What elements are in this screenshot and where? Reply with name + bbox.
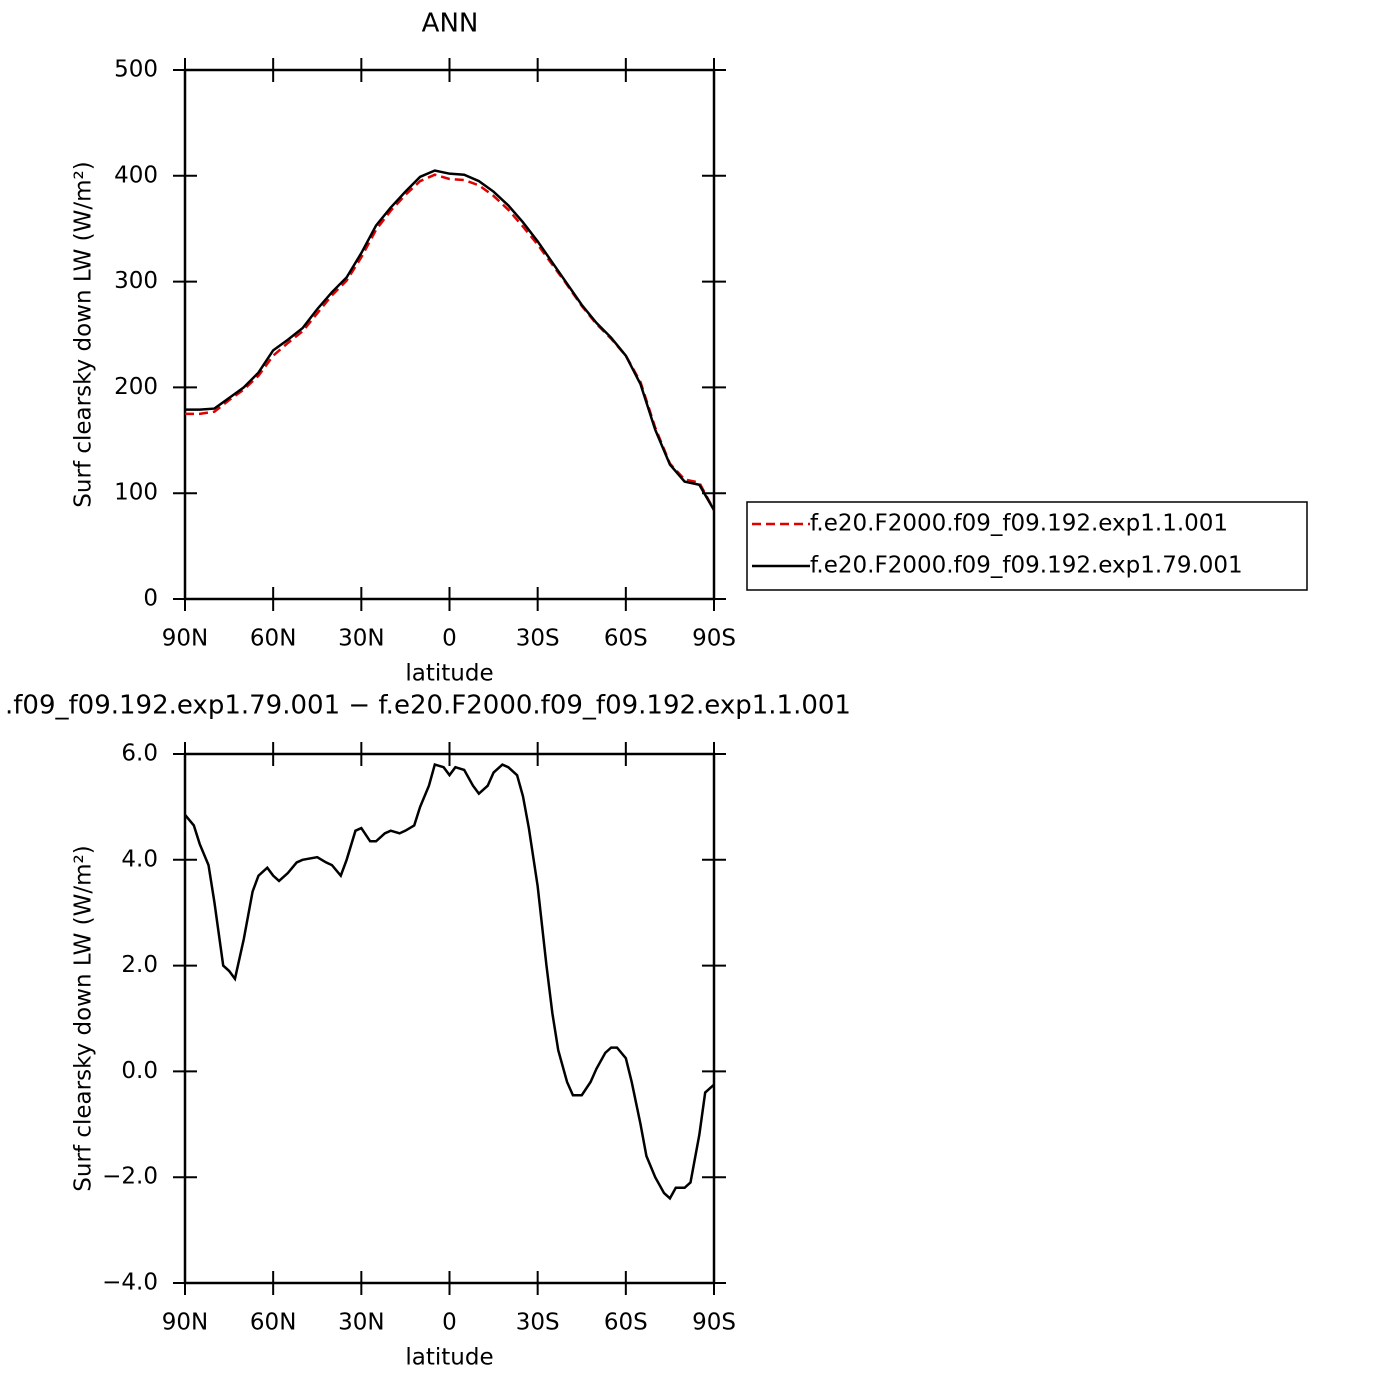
y-tick-label: 0 — [143, 586, 158, 612]
data-line — [185, 173, 716, 511]
plot-frame — [183, 752, 716, 1285]
plot-frame — [183, 68, 716, 601]
data-line — [184, 763, 715, 1201]
x-tick-label: 90N — [162, 1310, 208, 1336]
legend-label: f.e20.F2000.f09_f09.192.exp1.1.001 — [810, 511, 1228, 537]
y-tick-label: 500 — [114, 57, 158, 83]
legend-box — [746, 501, 1308, 591]
y-tick-label: 400 — [114, 162, 158, 188]
x-tick-label: 60S — [604, 1310, 648, 1336]
y-tick-label: 2.0 — [121, 952, 158, 978]
y-axis-label: Surf clearsky down LW (W/m²) — [71, 161, 97, 507]
x-tick-label: 30N — [338, 626, 384, 652]
chart-title: .f09_f09.192.exp1.79.001 − f.e20.F2000.f… — [5, 691, 851, 721]
y-tick-label: 100 — [114, 480, 158, 506]
y-tick-label: 6.0 — [121, 741, 158, 767]
x-tick-label: 60N — [250, 626, 296, 652]
x-tick-label: 30S — [516, 626, 560, 652]
x-axis-label: latitude — [405, 661, 493, 687]
y-axis-label: Surf clearsky down LW (W/m²) — [71, 845, 97, 1191]
x-tick-label: 90S — [692, 1310, 736, 1336]
x-tick-label: 30N — [338, 1310, 384, 1336]
chart-title: ANN — [422, 9, 479, 39]
data-line — [185, 169, 716, 511]
y-tick-label: 300 — [114, 268, 158, 294]
x-tick-label: 90N — [162, 626, 208, 652]
x-tick-label: 90S — [692, 626, 736, 652]
x-tick-label: 60S — [604, 626, 648, 652]
y-tick-label: −2.0 — [102, 1164, 158, 1190]
x-tick-label: 30S — [516, 1310, 560, 1336]
x-tick-label: 0 — [442, 1310, 457, 1336]
x-tick-label: 60N — [250, 1310, 296, 1336]
y-tick-label: 0.0 — [121, 1058, 158, 1084]
x-tick-label: 0 — [442, 626, 457, 652]
x-axis-label: latitude — [405, 1345, 493, 1371]
y-tick-label: 200 — [114, 374, 158, 400]
legend-label: f.e20.F2000.f09_f09.192.exp1.79.001 — [810, 553, 1243, 579]
y-tick-label: 4.0 — [121, 846, 158, 872]
y-tick-label: −4.0 — [102, 1270, 158, 1296]
